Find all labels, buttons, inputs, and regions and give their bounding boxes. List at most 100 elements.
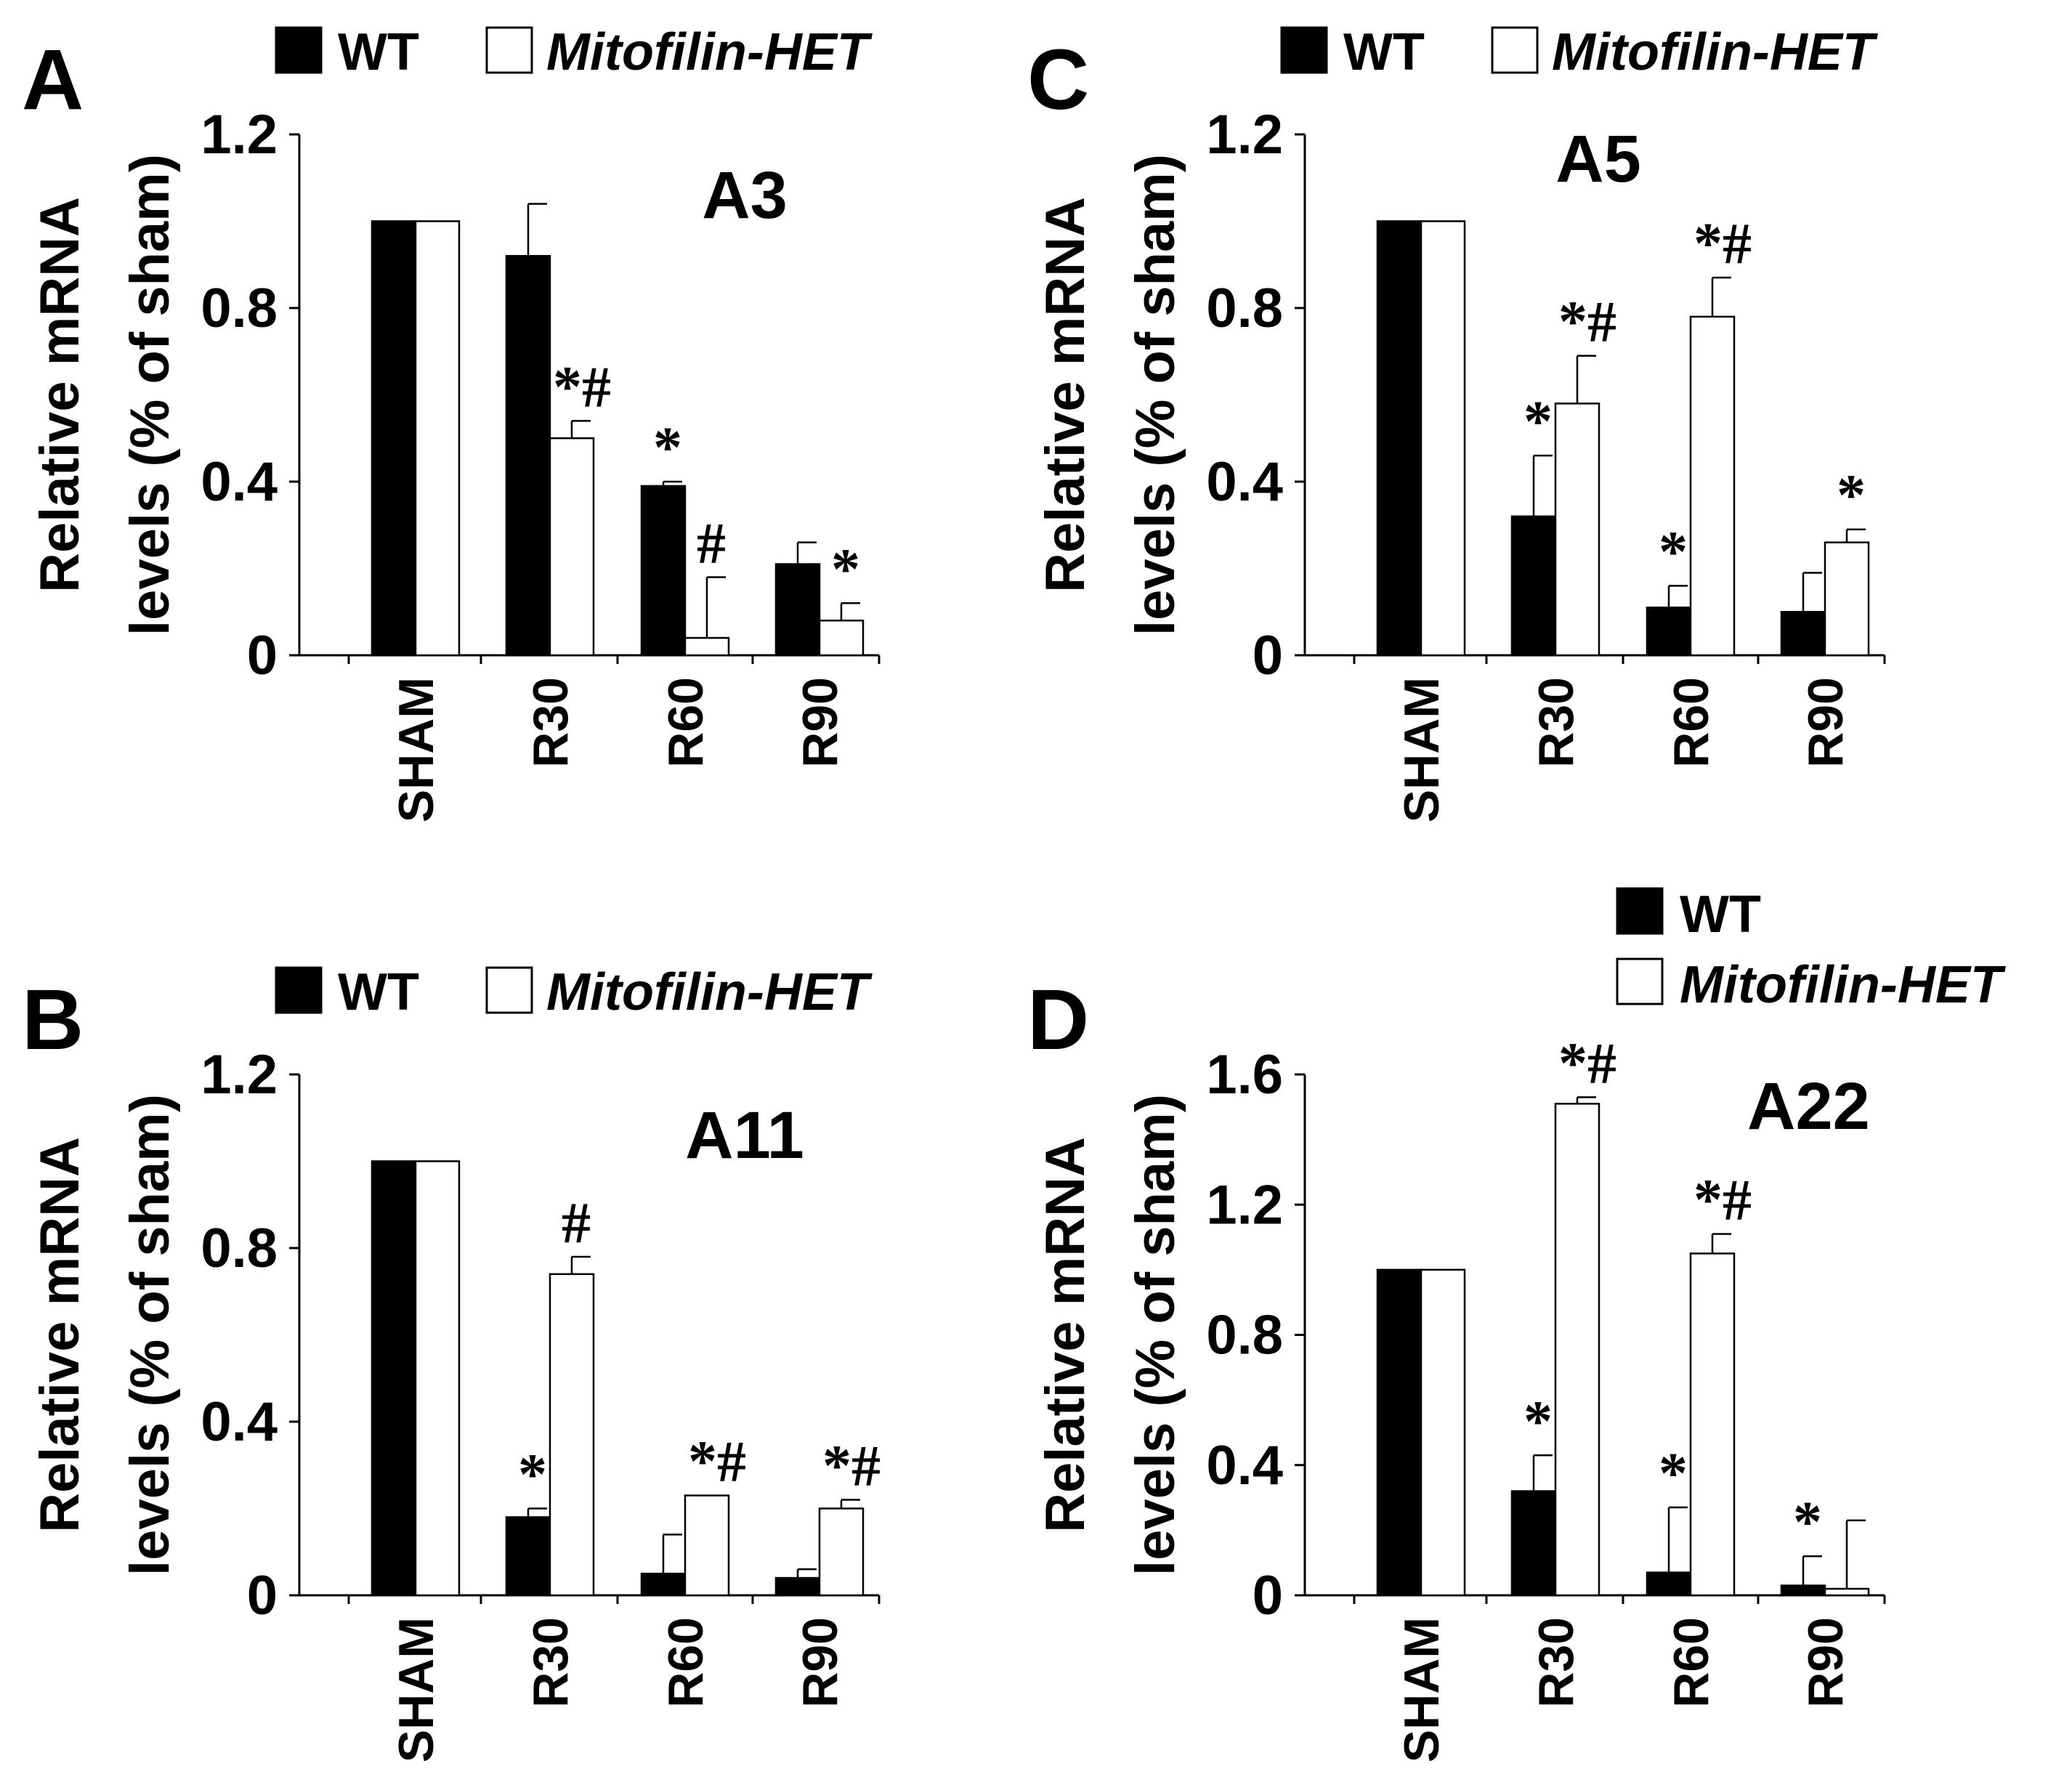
bar-wt-sham <box>1376 1268 1423 1597</box>
y-tick-label: 0 <box>247 625 278 687</box>
bar-het-sham <box>1420 1268 1466 1597</box>
x-tick-label-r90: R90 <box>793 677 848 768</box>
bar-wt-r90 <box>1780 1584 1826 1597</box>
bar-het-r30 <box>1554 402 1600 657</box>
y-tick-label: 0.8 <box>201 1218 278 1279</box>
x-tick-label-sham: SHAM <box>389 677 444 822</box>
significance-mark: * <box>1659 520 1688 584</box>
bar-het-r90 <box>1824 541 1870 657</box>
significance-mark: * <box>1659 1442 1688 1506</box>
significance-mark: * <box>831 538 860 602</box>
x-tick-label: R60 <box>658 677 713 768</box>
legend: WT Mitofilin-HET <box>275 963 873 1021</box>
y-axis-title-line2: levels (% of sham) <box>119 154 181 636</box>
x-tick-label-r90: R90 <box>1798 677 1853 768</box>
x-tick-label: SHAM <box>1394 677 1449 822</box>
y-tick-label: 1.2 <box>201 1044 278 1106</box>
bar-wt-sham <box>371 1160 417 1597</box>
significance-mark: * <box>518 1443 547 1507</box>
legend-het-swatch <box>485 966 533 1014</box>
y-tick-label: 0 <box>1252 1565 1283 1627</box>
bar-het-r30 <box>549 1273 595 1597</box>
x-tick-label-r30: R30 <box>523 1617 578 1708</box>
x-tick-label: R30 <box>1529 1617 1584 1708</box>
bar-het-r60 <box>1689 315 1736 657</box>
x-tick-label-sham: SHAM <box>389 1617 444 1762</box>
y-axis-title-line2: levels (% of sham) <box>119 1094 181 1576</box>
bar-wt-r60 <box>1646 607 1692 657</box>
significance-mark: * <box>1793 1491 1822 1555</box>
legend-wt-label: WT <box>338 23 419 81</box>
legend: WT Mitofilin-HET <box>1616 886 2007 1014</box>
bar-wt-r90 <box>1780 611 1826 657</box>
bar-wt-r90 <box>774 563 821 657</box>
legend-wt-label: WT <box>1680 886 1761 944</box>
y-tick-label: 0.4 <box>1206 1435 1283 1497</box>
x-tick-label-r60: R60 <box>658 1617 713 1708</box>
x-tick-label: SHAM <box>1394 1617 1449 1762</box>
legend-wt-swatch <box>1616 887 1664 935</box>
legend-wt-label: WT <box>1343 23 1425 81</box>
legend-het-label: Mitofilin-HET <box>546 963 873 1021</box>
x-tick-label: R60 <box>1664 1617 1719 1708</box>
y-tick-label: 0.8 <box>1206 278 1283 339</box>
y-axis-title: Relative mRNA levels (% of sham) <box>29 1094 181 1576</box>
y-axis-title-line2: levels (% of sham) <box>1125 1094 1186 1576</box>
panel-title: A11 <box>685 1098 804 1173</box>
bar-wt-r30 <box>1510 1490 1557 1597</box>
panel-letter-C: C <box>1027 32 1089 128</box>
legend-het-swatch <box>485 26 533 74</box>
x-tick-label-r60: R60 <box>1664 1617 1719 1708</box>
legend-het-label: Mitofilin-HET <box>546 23 873 81</box>
legend-wt-label: WT <box>338 963 419 1021</box>
panel-title: A3 <box>702 158 788 232</box>
legend-het-label: Mitofilin-HET <box>1680 956 2007 1014</box>
legend-het-swatch <box>1491 26 1539 74</box>
x-tick-label: R90 <box>1798 1617 1853 1708</box>
panel-letter-A: A <box>22 32 84 128</box>
bar-het-r30 <box>1554 1103 1600 1597</box>
significance-mark: * <box>653 416 682 480</box>
bar-het-r60 <box>684 1494 730 1597</box>
significance-mark: * <box>1523 1390 1553 1454</box>
x-tick-label: SHAM <box>389 677 444 822</box>
legend-het-swatch <box>1616 957 1664 1005</box>
legend-wt-swatch <box>1280 26 1328 74</box>
legend-wt-swatch <box>275 26 323 74</box>
legend-wt-swatch <box>275 966 323 1014</box>
y-tick-label: 0.8 <box>1206 1305 1283 1366</box>
legend-het-label: Mitofilin-HET <box>1552 23 1879 81</box>
x-tick-label: R60 <box>658 1617 713 1708</box>
x-tick-label: R30 <box>523 1617 578 1708</box>
significance-mark: * <box>1837 464 1866 528</box>
x-tick-label-r60: R60 <box>1664 677 1719 768</box>
x-tick-label: R90 <box>793 677 848 768</box>
y-tick-label: 0 <box>247 1565 278 1627</box>
significance-mark: *# <box>688 1430 746 1494</box>
bar-wt-r30 <box>505 255 551 657</box>
x-tick-label: R30 <box>523 677 578 768</box>
y-tick-label: 1.2 <box>1206 104 1283 166</box>
significance-mark: *# <box>1693 212 1752 276</box>
bar-het-r90 <box>818 1507 865 1597</box>
y-axis-title-line2: levels (% of sham) <box>1125 154 1186 636</box>
bar-wt-r60 <box>640 1572 687 1597</box>
x-tick-label: R90 <box>793 1617 848 1708</box>
y-axis-title: Relative mRNA levels (% of sham) <box>1035 1094 1186 1576</box>
y-axis-title-line1: Relative mRNA <box>1035 1137 1096 1533</box>
panel-D: D WT Mitofilin-HET Relative mRNA levels (% o… <box>1027 886 2007 1762</box>
panel-letter-B: B <box>22 972 84 1068</box>
bar-wt-r60 <box>640 485 687 657</box>
panel-C: C WT Mitofilin-HET Relative mRNA levels (% o… <box>1027 23 1886 822</box>
significance-mark: # <box>562 1191 591 1255</box>
x-tick-label: R30 <box>1529 677 1584 768</box>
bar-het-sham <box>414 1160 461 1597</box>
significance-mark: *# <box>1558 291 1616 355</box>
x-tick-label-r90: R90 <box>793 1617 848 1708</box>
bar-wt-sham <box>371 220 417 657</box>
legend: WT Mitofilin-HET <box>275 23 873 81</box>
bar-het-r90 <box>818 619 865 657</box>
x-tick-label-r30: R30 <box>1529 677 1584 768</box>
significance-mark: *# <box>553 355 611 419</box>
